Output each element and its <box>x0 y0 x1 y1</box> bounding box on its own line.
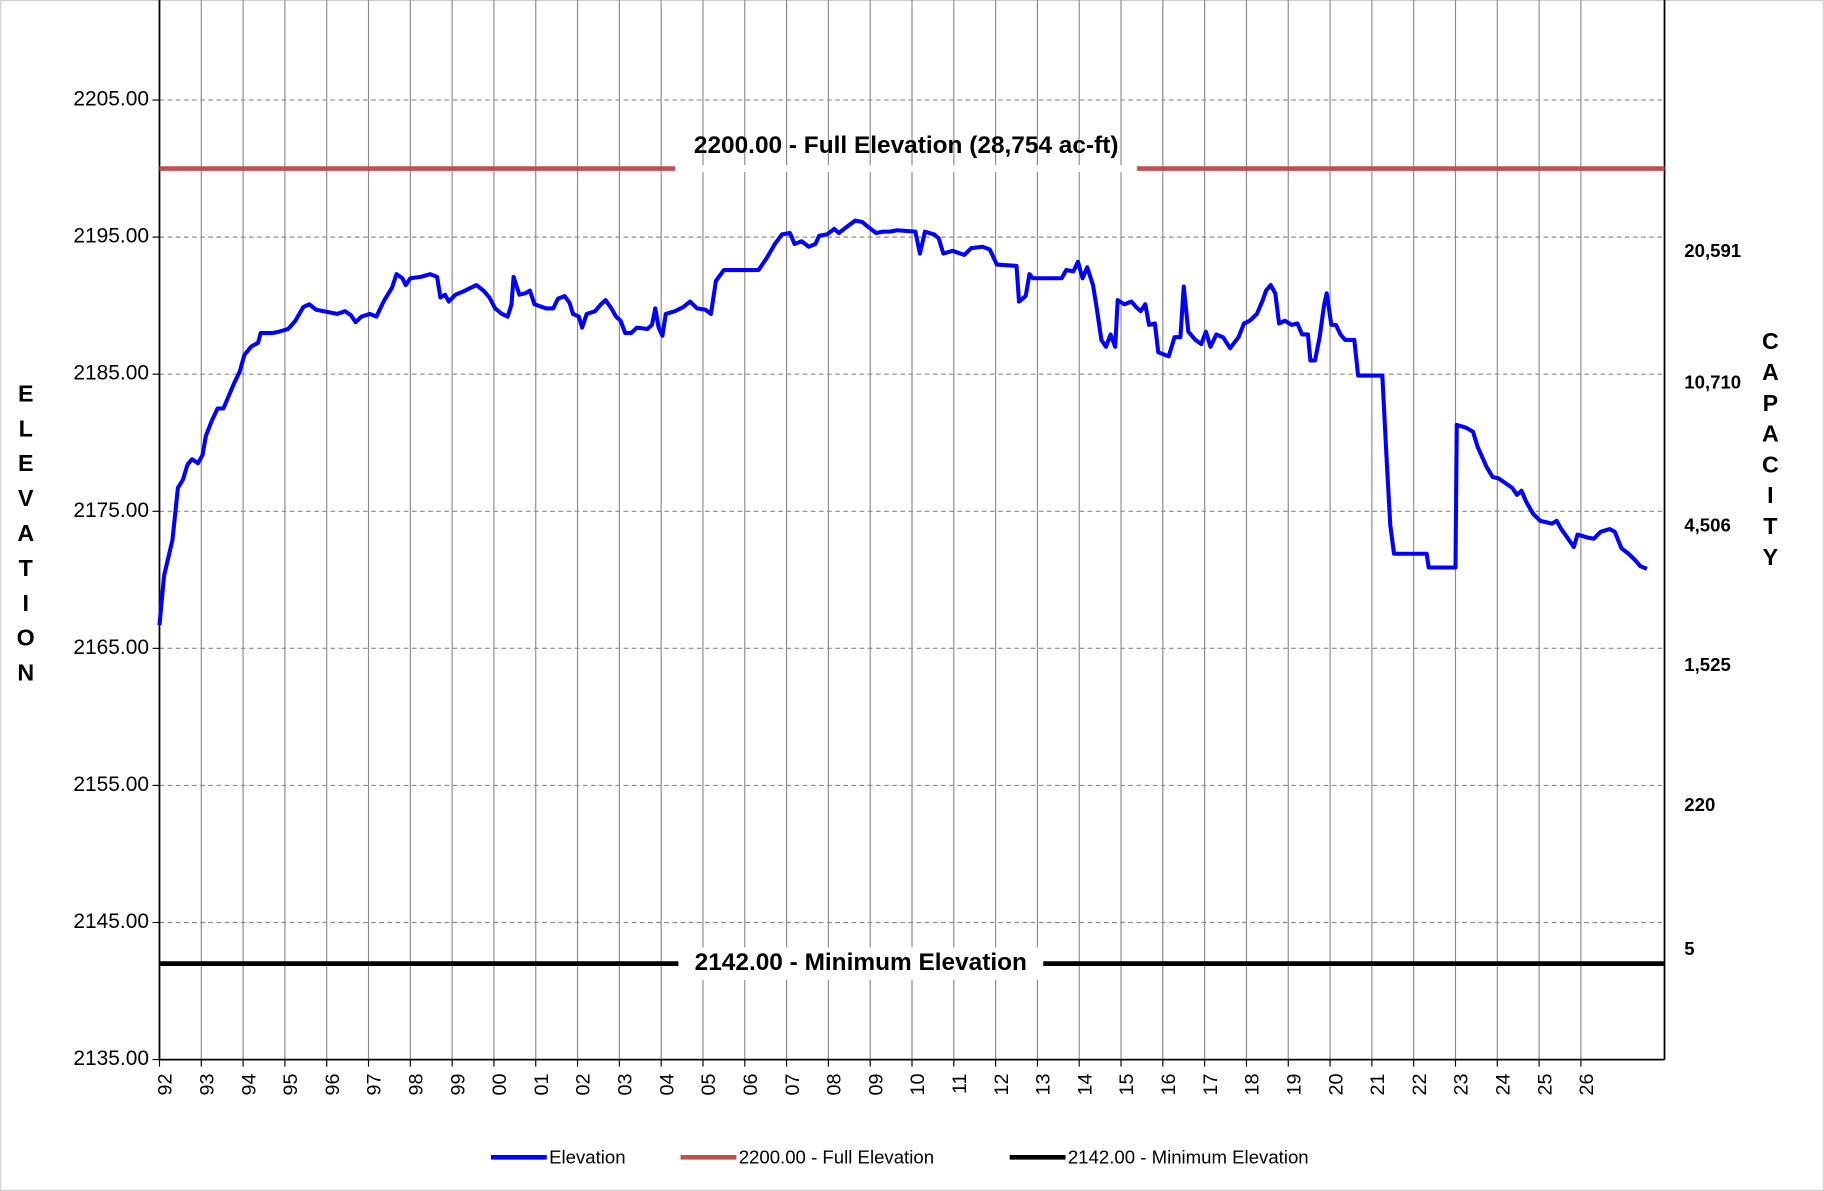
x-tick-label: 13 <box>1033 1074 1055 1096</box>
x-tick-label: 22 <box>1409 1074 1431 1096</box>
x-tick-label: 06 <box>740 1074 762 1096</box>
x-tick-label: 00 <box>489 1074 511 1096</box>
x-tick-label: 92 <box>155 1074 177 1096</box>
x-tick-label: 17 <box>1200 1074 1222 1096</box>
x-tick-label: 98 <box>406 1074 428 1096</box>
x-tick-label: 21 <box>1367 1074 1389 1096</box>
y-tick-label: 2185.00 <box>73 362 149 385</box>
y-tick-label: 2175.00 <box>73 499 149 522</box>
x-tick-label: 20 <box>1325 1074 1347 1096</box>
y2-tick-label: 220 <box>1684 794 1715 815</box>
x-tick-label: 97 <box>364 1074 386 1096</box>
x-tick-label: 23 <box>1451 1074 1473 1096</box>
x-tick-label: 04 <box>656 1074 678 1096</box>
y-tick-label: 2165.00 <box>73 636 149 659</box>
y2-tick-label: 4,506 <box>1684 514 1731 535</box>
y2-tick-label: 1,525 <box>1684 654 1731 675</box>
y-tick-label: 2195.00 <box>73 225 149 248</box>
y2-tick-label: 10,710 <box>1684 372 1741 393</box>
x-tick-label: 11 <box>949 1074 971 1095</box>
x-tick-label: 99 <box>447 1074 469 1096</box>
annotation: 2142.00 - Minimum Elevation <box>695 949 1027 976</box>
x-tick-label: 14 <box>1074 1074 1096 1096</box>
y2-tick-label: 20,591 <box>1684 240 1741 261</box>
x-tick-label: 15 <box>1116 1074 1138 1096</box>
annotation-background <box>675 165 1138 173</box>
y-tick-label: 2135.00 <box>73 1047 149 1070</box>
x-tick-label: 18 <box>1242 1074 1264 1096</box>
x-tick-label: 02 <box>573 1074 595 1096</box>
x-tick-label: 12 <box>991 1074 1013 1096</box>
annotation-background <box>678 947 1044 980</box>
x-tick-label: 16 <box>1158 1074 1180 1096</box>
x-tick-label: 05 <box>698 1074 720 1096</box>
legend-label: 2200.00 - Full Elevation <box>739 1146 934 1167</box>
x-tick-label: 10 <box>907 1074 929 1096</box>
x-tick-label: 96 <box>322 1074 344 1096</box>
x-tick-label: 95 <box>280 1074 302 1096</box>
x-tick-label: 01 <box>531 1074 553 1096</box>
y2-tick-label: 5 <box>1684 938 1694 959</box>
y-tick-label: 2145.00 <box>73 910 149 933</box>
x-tick-label: 24 <box>1492 1074 1514 1096</box>
x-tick-label: 25 <box>1534 1074 1556 1096</box>
x-tick-label: 26 <box>1576 1074 1598 1096</box>
annotation: 2200.00 - Full Elevation (28,754 ac-ft) <box>694 132 1119 159</box>
x-tick-label: 03 <box>615 1074 637 1096</box>
x-tick-label: 94 <box>238 1074 260 1096</box>
x-tick-label: 93 <box>196 1074 218 1096</box>
y-tick-label: 2205.00 <box>73 88 149 111</box>
x-tick-label: 08 <box>824 1074 846 1096</box>
legend-label: Elevation <box>549 1146 626 1167</box>
y-tick-label: 2155.00 <box>73 773 149 796</box>
elevation-line <box>157 218 1648 626</box>
legend-label: 2142.00 - Minimum Elevation <box>1068 1146 1309 1167</box>
x-tick-label: 19 <box>1283 1074 1305 1096</box>
x-tick-label: 09 <box>865 1074 887 1096</box>
x-tick-label: 07 <box>782 1074 804 1096</box>
